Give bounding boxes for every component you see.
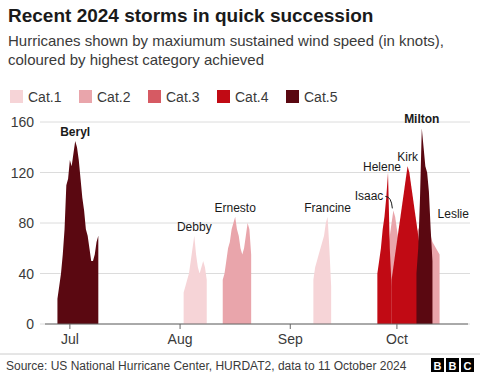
source: Source: US National Hurricane Center, HU… <box>6 359 407 373</box>
legend-label: Cat.3 <box>166 89 200 105</box>
legend-label: Cat.5 <box>304 89 338 105</box>
subtitle-line: coloured by highest category achieved <box>8 51 264 68</box>
storm-area <box>223 217 251 324</box>
y-tick-label: 80 <box>18 215 34 231</box>
storm-area <box>416 128 432 324</box>
storm-area <box>184 236 207 324</box>
storm-label: Ernesto <box>214 201 256 215</box>
logo-letter: C <box>464 360 472 372</box>
x-tick-label: Aug <box>168 331 193 347</box>
logo: BBC <box>431 358 474 372</box>
footer-rule <box>0 354 480 355</box>
title: Recent 2024 storms in quick succession <box>8 5 373 26</box>
grid-line <box>40 172 470 173</box>
storm-label: Leslie <box>438 207 470 221</box>
storm-area <box>313 217 331 324</box>
y-tick-label: 120 <box>11 165 35 181</box>
storm-label: Kirk <box>397 150 419 164</box>
x-tick-label: Oct <box>386 331 408 347</box>
subtitle-line: Hurricanes shown by maxiumum sustained w… <box>8 32 444 49</box>
x-tick-label: Jul <box>61 331 79 347</box>
legend-label: Cat.4 <box>235 89 269 105</box>
logo-box <box>431 358 444 372</box>
storm-label: Debby <box>177 220 212 234</box>
x-tick <box>69 324 70 329</box>
subtitle: Hurricanes shown by maxiumum sustained w… <box>8 32 444 68</box>
baseline <box>45 324 468 325</box>
storm-label: Milton <box>404 112 439 126</box>
legend-label: Cat.1 <box>28 89 62 105</box>
logo-box <box>446 358 459 372</box>
legend-swatch <box>148 90 161 103</box>
storm-area <box>392 166 420 324</box>
legend-swatch <box>217 90 230 103</box>
label-leader <box>385 196 392 208</box>
x-tick <box>180 324 181 329</box>
legend-swatch <box>286 90 299 103</box>
x-tick <box>396 324 397 329</box>
storm-label: Beryl <box>60 125 90 139</box>
logo-box <box>461 358 474 372</box>
x-tick <box>290 324 291 329</box>
grid-line <box>40 324 470 325</box>
y-tick-label: 40 <box>18 266 34 282</box>
logo-letter: B <box>434 360 442 372</box>
logo-letter: B <box>449 360 457 372</box>
y-tick-label: 0 <box>26 316 34 332</box>
chart: Recent 2024 storms in quick succession Hu… <box>0 0 480 375</box>
storm-label: Helene <box>363 160 401 174</box>
y-tick-label: 160 <box>11 114 35 130</box>
storm-area <box>57 141 98 324</box>
legend-label: Cat.2 <box>97 89 131 105</box>
x-tick-label: Sep <box>278 331 303 347</box>
storm-label: Isaac <box>355 189 384 203</box>
legend-swatch <box>79 90 92 103</box>
legend-swatch <box>10 90 23 103</box>
storm-label: Francine <box>304 201 351 215</box>
plot-area <box>57 128 439 324</box>
